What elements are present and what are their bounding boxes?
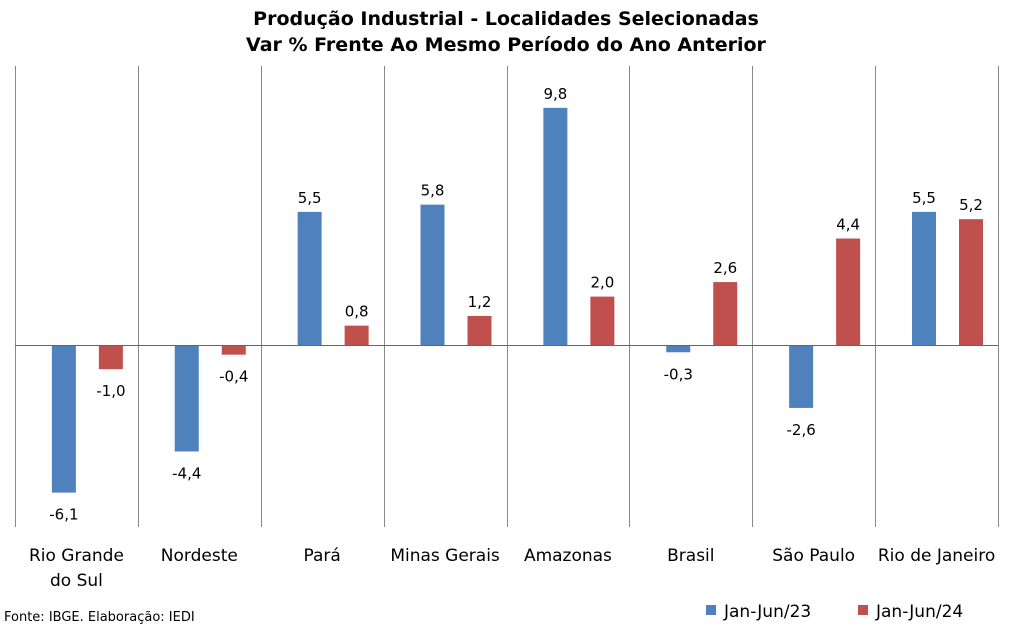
legend-item-series-2: Jan-Jun/24 <box>858 602 963 622</box>
data-label: 0,8 <box>345 303 369 321</box>
chart-title-block: Produção Industrial - Localidades Seleci… <box>0 6 1012 58</box>
bar-series-2 <box>713 282 738 345</box>
legend-swatch-series-1 <box>706 605 716 615</box>
data-label: -2,6 <box>786 421 815 439</box>
category-label: Amazonas <box>524 546 612 566</box>
category-label: Brasil <box>667 546 714 566</box>
legend-label-series-1: Jan-Jun/23 <box>724 602 812 622</box>
source-note: Fonte: IBGE. Elaboração: IEDI <box>4 610 195 625</box>
bar-series-1 <box>912 211 936 345</box>
data-label: 5,5 <box>912 189 936 207</box>
legend-label-series-2: Jan-Jun/24 <box>876 602 964 622</box>
bar-series-2 <box>98 345 123 370</box>
bar-series-2 <box>959 219 983 345</box>
data-label: -1,0 <box>96 382 125 400</box>
bar-series-1 <box>420 204 445 345</box>
bar-series-2 <box>344 325 369 345</box>
data-label: -0,3 <box>664 365 693 383</box>
chart-subtitle: Var % Frente Ao Mesmo Período do Ano Ant… <box>246 34 766 56</box>
bar-series-1 <box>51 345 76 493</box>
data-label: 2,6 <box>713 259 737 277</box>
bar-series-2 <box>467 315 492 345</box>
bar-series-2 <box>221 345 246 355</box>
data-label: 5,5 <box>298 189 322 207</box>
data-label: 4,4 <box>836 216 860 234</box>
bar-series-1 <box>666 345 691 353</box>
data-label: -6,1 <box>49 506 78 524</box>
category-label: do Sul <box>50 571 103 591</box>
chart-title: Produção Industrial - Localidades Seleci… <box>253 8 759 30</box>
category-label: Rio Grande <box>29 546 124 566</box>
bar-series-2 <box>836 238 861 345</box>
bar-series-1 <box>297 211 322 345</box>
data-label: 5,2 <box>959 196 983 214</box>
legend-swatch-series-2 <box>858 605 868 615</box>
category-label: São Paulo <box>772 546 855 566</box>
bar-series-1 <box>543 107 568 345</box>
legend-item-series-1: Jan-Jun/23 <box>706 602 811 622</box>
category-label: Pará <box>304 546 341 566</box>
data-label: 9,8 <box>543 85 567 103</box>
data-label: 2,0 <box>590 274 614 292</box>
data-label: -4,4 <box>172 464 201 482</box>
bar-series-2 <box>590 296 615 345</box>
data-label: 5,8 <box>421 182 445 200</box>
category-label: Minas Gerais <box>390 546 500 566</box>
bar-series-1 <box>789 345 814 408</box>
data-label: 1,2 <box>468 293 492 311</box>
bar-series-1 <box>174 345 199 452</box>
category-label: Rio de Janeiro <box>878 546 995 566</box>
category-label: Nordeste <box>161 546 238 566</box>
data-label: -0,4 <box>219 368 248 386</box>
